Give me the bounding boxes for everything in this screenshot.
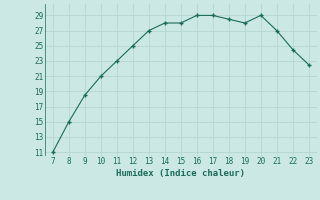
- X-axis label: Humidex (Indice chaleur): Humidex (Indice chaleur): [116, 169, 245, 178]
